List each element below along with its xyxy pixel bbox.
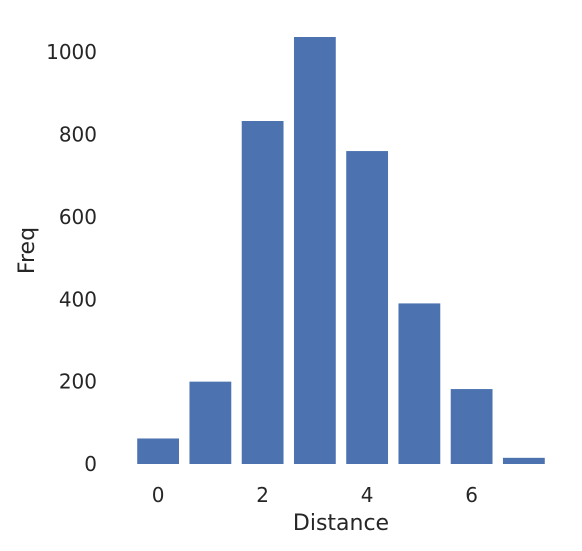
y-axis-title: Freq xyxy=(15,227,40,274)
x-axis-title: Distance xyxy=(293,511,389,536)
bar-distance-0 xyxy=(137,438,180,464)
bar-distance-1 xyxy=(189,381,232,464)
y-tick-label: 200 xyxy=(59,370,97,394)
bar-distance-7 xyxy=(502,457,545,464)
y-tick-label: 1000 xyxy=(46,40,97,64)
x-tick-label: 2 xyxy=(256,483,269,507)
x-tick-label: 4 xyxy=(361,483,374,507)
bar-distance-5 xyxy=(398,303,441,464)
bar-distance-2 xyxy=(241,121,284,464)
bar-distance-6 xyxy=(450,389,493,464)
y-tick-label: 400 xyxy=(59,287,97,311)
y-tick-label: 600 xyxy=(59,205,97,229)
y-tick-label: 800 xyxy=(59,123,97,147)
x-axis-ticks: 0 2 4 6 xyxy=(152,483,478,507)
bar-distance-3 xyxy=(293,37,336,464)
x-tick-label: 0 xyxy=(152,483,165,507)
y-tick-label: 0 xyxy=(84,452,97,476)
bars xyxy=(137,37,545,464)
bar-distance-4 xyxy=(346,151,389,464)
x-tick-label: 6 xyxy=(465,483,478,507)
y-axis-ticks: 0 200 400 600 800 1000 xyxy=(46,40,97,476)
